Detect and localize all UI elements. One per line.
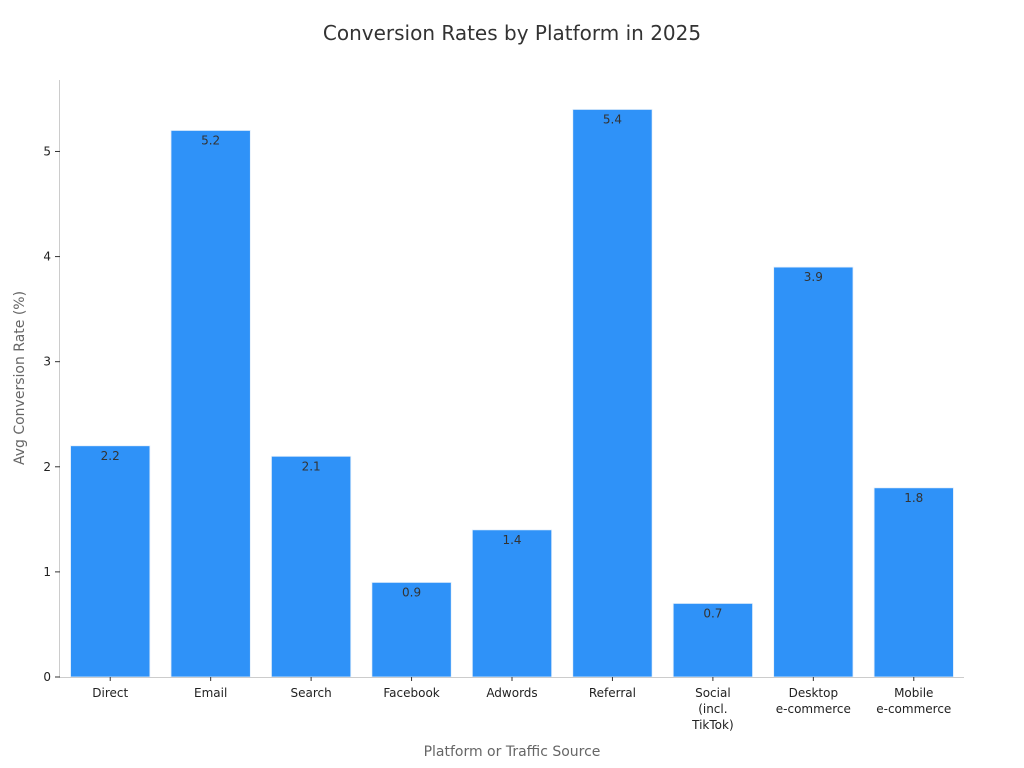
data-label: 1.8 — [904, 491, 923, 505]
data-label: 3.9 — [804, 270, 823, 284]
x-axis-title: Platform or Traffic Source — [424, 744, 601, 760]
y-axis-title: Avg Conversion Rate (%) — [12, 291, 28, 465]
x-tick-label: Social (incl. TikTok) — [691, 686, 734, 732]
y-tick-label: 5 — [43, 144, 51, 158]
data-label: 1.4 — [502, 533, 521, 547]
x-tick-label-line: Facebook — [383, 686, 439, 700]
x-tick-label: Email — [194, 686, 227, 700]
bar — [773, 266, 854, 678]
y-tick-label: 4 — [43, 250, 51, 264]
bars-layer — [70, 109, 954, 678]
bar — [70, 445, 151, 678]
data-label: 0.9 — [402, 585, 421, 599]
x-tick-label-line: Search — [290, 686, 331, 700]
x-tick-label-line: e-commerce — [776, 702, 851, 716]
bar — [271, 455, 352, 678]
x-tick-label: Desktop e-commerce — [776, 686, 851, 716]
x-tick-label-line: Mobile — [894, 686, 933, 700]
x-tick-label-line: e-commerce — [876, 702, 951, 716]
data-labels-layer: 2.2 5.2 2.1 0.9 1.4 5.4 0.7 3.9 1.8 — [101, 112, 924, 620]
y-tick-label: 2 — [43, 460, 51, 474]
x-tick-label-line: Desktop — [789, 686, 839, 700]
data-label: 2.1 — [302, 459, 321, 473]
bar — [672, 603, 753, 678]
data-label: 5.2 — [201, 133, 220, 147]
x-tick-label: Adwords — [486, 686, 537, 700]
x-tick-label: Direct — [92, 686, 128, 700]
x-tick-label-line: (incl. — [698, 702, 727, 716]
bar — [471, 529, 553, 678]
x-tick-label-line: Referral — [589, 686, 636, 700]
x-tick-label-line: Email — [194, 686, 227, 700]
x-tick-label: Mobile e-commerce — [876, 686, 951, 716]
data-label: 0.7 — [703, 606, 722, 620]
bar — [572, 109, 653, 678]
y-tick-label: 3 — [43, 355, 51, 369]
y-tick-label: 0 — [43, 670, 51, 684]
data-label: 5.4 — [603, 112, 622, 126]
x-tick-label: Search — [290, 686, 331, 700]
y-tick-label: 1 — [43, 565, 51, 579]
x-tick-label-line: Direct — [92, 686, 128, 700]
bar — [371, 582, 452, 678]
chart-title: Conversion Rates by Platform in 2025 — [323, 21, 701, 45]
bar — [873, 487, 954, 678]
x-ticks-layer: Direct Email Search Facebook Adwords Referral… — [92, 677, 951, 732]
x-tick-label-line: Social — [695, 686, 731, 700]
y-ticks-layer: 0 1 2 3 4 5 — [43, 144, 60, 684]
x-tick-label-line: TikTok) — [691, 718, 734, 732]
x-tick-label: Referral — [589, 686, 636, 700]
x-tick-label-line: Adwords — [486, 686, 537, 700]
x-tick-label: Facebook — [383, 686, 439, 700]
data-label: 2.2 — [101, 449, 120, 463]
bar — [170, 130, 251, 678]
